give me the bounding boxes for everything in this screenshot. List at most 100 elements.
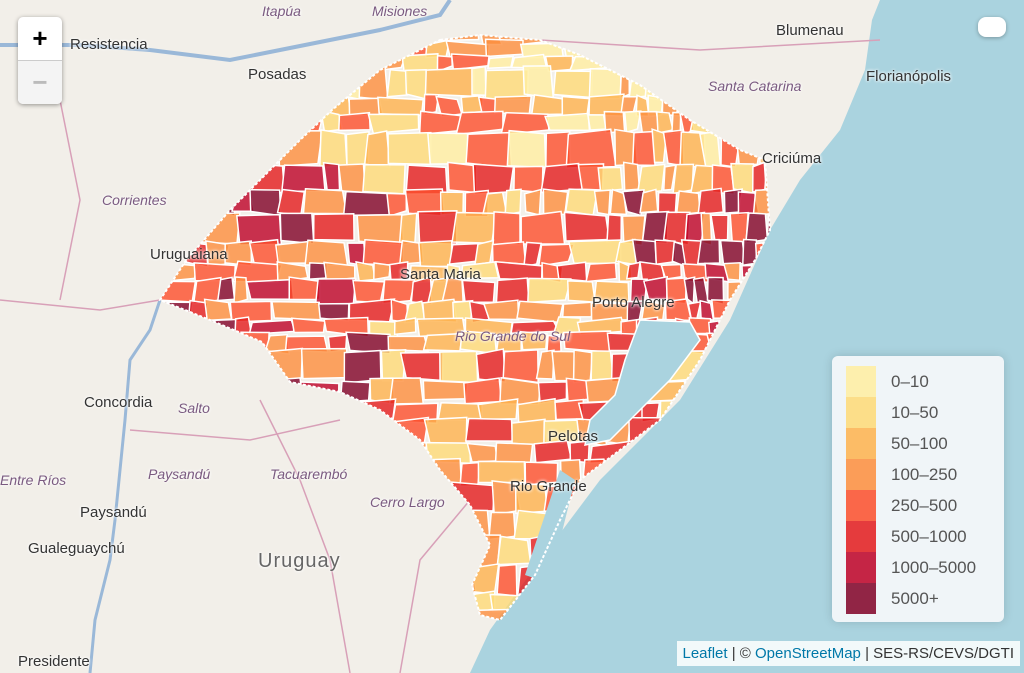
municipality[interactable] xyxy=(492,211,521,246)
osm-link[interactable]: OpenStreetMap xyxy=(755,645,861,662)
municipality[interactable] xyxy=(393,317,417,336)
municipality[interactable] xyxy=(203,298,233,322)
municipality[interactable] xyxy=(593,189,612,216)
municipality[interactable] xyxy=(567,239,622,265)
municipality[interactable] xyxy=(422,379,469,401)
municipality[interactable] xyxy=(245,278,295,301)
municipality[interactable] xyxy=(516,300,564,324)
municipality[interactable] xyxy=(399,351,444,382)
municipality[interactable] xyxy=(625,261,641,280)
municipality[interactable] xyxy=(606,213,623,243)
municipality[interactable] xyxy=(422,332,464,352)
municipality[interactable] xyxy=(561,301,596,318)
municipality[interactable] xyxy=(373,262,392,281)
zoom-out-button[interactable]: − xyxy=(18,60,62,104)
municipality[interactable] xyxy=(622,161,641,192)
municipality[interactable] xyxy=(519,330,548,351)
municipality[interactable] xyxy=(388,261,409,281)
municipality[interactable] xyxy=(496,563,518,597)
municipality[interactable] xyxy=(551,350,578,382)
municipality[interactable] xyxy=(248,238,282,266)
municipality[interactable] xyxy=(710,214,729,241)
municipality[interactable] xyxy=(448,242,480,265)
municipality[interactable] xyxy=(484,38,524,58)
municipality[interactable] xyxy=(461,279,496,304)
leaflet-link[interactable]: Leaflet xyxy=(682,645,728,662)
municipality[interactable] xyxy=(276,188,306,216)
municipality[interactable] xyxy=(537,243,576,267)
municipality[interactable] xyxy=(424,67,475,98)
municipality[interactable] xyxy=(609,188,628,216)
municipality[interactable] xyxy=(699,299,715,322)
municipality[interactable] xyxy=(338,111,371,132)
municipality[interactable] xyxy=(418,110,462,136)
municipality[interactable] xyxy=(572,349,594,384)
municipality[interactable] xyxy=(564,188,599,216)
municipality[interactable] xyxy=(719,239,746,265)
municipality[interactable] xyxy=(337,163,367,194)
municipality[interactable] xyxy=(544,112,591,132)
municipality[interactable] xyxy=(355,260,376,282)
municipality[interactable] xyxy=(302,188,348,215)
municipality[interactable] xyxy=(527,277,572,304)
municipality[interactable] xyxy=(562,330,612,354)
municipality[interactable] xyxy=(565,377,589,403)
municipality[interactable] xyxy=(563,211,611,242)
municipality[interactable] xyxy=(651,128,668,164)
municipality[interactable] xyxy=(504,188,522,216)
layer-control-button[interactable] xyxy=(978,17,1006,37)
municipality[interactable] xyxy=(451,211,497,244)
municipality[interactable] xyxy=(249,188,282,217)
municipality[interactable] xyxy=(271,300,323,321)
municipality[interactable] xyxy=(566,280,597,303)
municipality[interactable] xyxy=(744,212,769,244)
municipality[interactable] xyxy=(466,442,499,463)
municipality[interactable] xyxy=(587,114,607,131)
municipality[interactable] xyxy=(722,261,741,282)
municipality[interactable] xyxy=(381,278,416,305)
municipality[interactable] xyxy=(482,299,520,321)
municipality[interactable] xyxy=(471,65,487,97)
municipality[interactable] xyxy=(465,131,513,169)
municipality[interactable] xyxy=(342,190,391,217)
municipality[interactable] xyxy=(300,347,348,380)
municipality[interactable] xyxy=(657,191,678,214)
zoom-in-button[interactable]: + xyxy=(32,23,48,53)
municipality[interactable] xyxy=(281,164,326,192)
municipality[interactable] xyxy=(530,94,564,116)
municipality[interactable] xyxy=(439,350,479,384)
municipality[interactable] xyxy=(496,535,532,566)
municipality[interactable] xyxy=(472,163,515,196)
municipality[interactable] xyxy=(304,239,349,267)
municipality[interactable] xyxy=(511,418,548,447)
municipality[interactable] xyxy=(484,68,530,101)
municipality[interactable] xyxy=(523,188,542,216)
municipality[interactable] xyxy=(675,190,702,216)
municipality[interactable] xyxy=(565,128,617,169)
municipality[interactable] xyxy=(500,111,550,136)
municipality[interactable] xyxy=(423,93,440,116)
municipality[interactable] xyxy=(552,70,594,99)
municipality[interactable] xyxy=(463,377,503,405)
municipality[interactable] xyxy=(542,188,569,216)
municipality[interactable] xyxy=(314,277,357,306)
municipality[interactable] xyxy=(404,68,428,101)
municipality[interactable] xyxy=(513,165,544,194)
municipality[interactable] xyxy=(216,276,236,302)
municipality[interactable] xyxy=(233,276,249,305)
municipality[interactable] xyxy=(522,65,555,100)
municipality[interactable] xyxy=(506,129,547,169)
municipality[interactable] xyxy=(418,240,453,268)
municipality[interactable] xyxy=(590,350,615,381)
municipality[interactable] xyxy=(487,55,515,70)
municipality[interactable] xyxy=(540,162,585,194)
municipality[interactable] xyxy=(312,212,355,241)
municipality[interactable] xyxy=(520,210,566,245)
municipality[interactable] xyxy=(537,381,568,405)
municipality[interactable] xyxy=(460,261,500,280)
municipality[interactable] xyxy=(729,211,749,244)
municipality[interactable] xyxy=(447,161,478,194)
municipality[interactable] xyxy=(322,161,341,191)
municipality[interactable] xyxy=(464,417,514,442)
municipality[interactable] xyxy=(495,277,530,304)
